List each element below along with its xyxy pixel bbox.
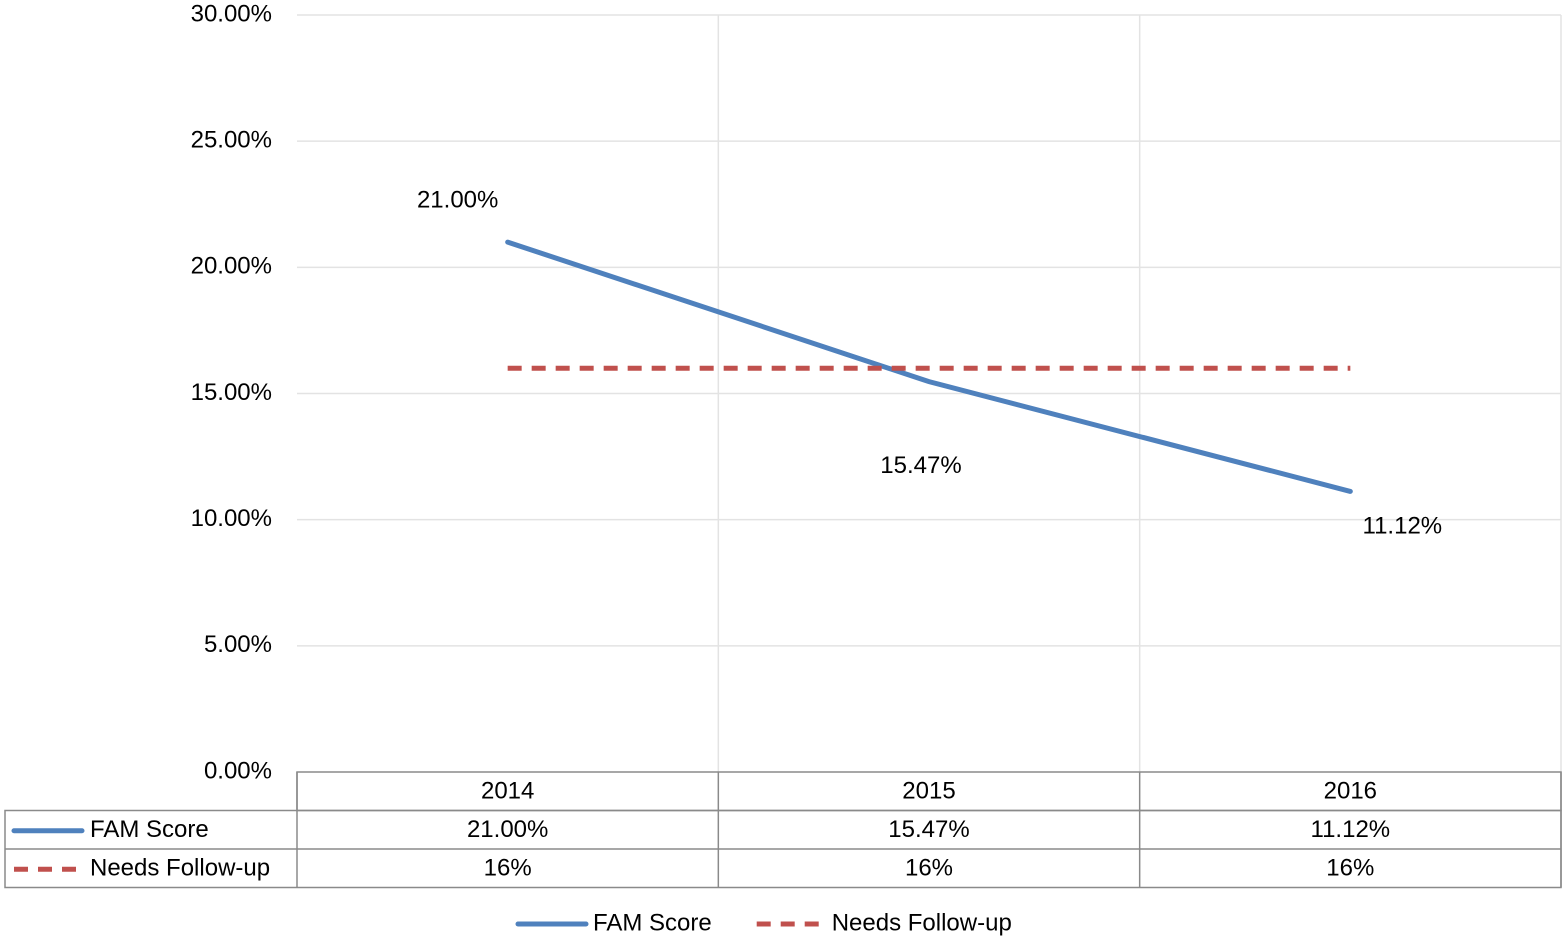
- y-tick-label: 20.00%: [191, 253, 272, 280]
- y-tick-label: 25.00%: [191, 127, 272, 154]
- series-line: [505, 239, 1353, 494]
- legend-label: FAM Score: [593, 909, 712, 936]
- x-tick-label: 2014: [481, 778, 534, 805]
- table-cell: 11.12%: [1311, 816, 1391, 843]
- table-cell: 16%: [484, 855, 532, 882]
- table-cell: 16%: [1326, 855, 1374, 882]
- table-series-name: Needs Follow-up: [90, 855, 270, 882]
- x-tick-label: 2015: [902, 778, 955, 805]
- table-cell: 15.47%: [888, 816, 969, 843]
- table-series-name: FAM Score: [90, 816, 209, 843]
- data-label: 21.00%: [417, 186, 498, 213]
- legend-label: Needs Follow-up: [832, 909, 1012, 936]
- y-tick-label: 5.00%: [204, 631, 272, 658]
- x-tick-label: 2016: [1324, 778, 1377, 805]
- y-tick-label: 30.00%: [191, 0, 272, 27]
- y-tick-label: 15.00%: [191, 379, 272, 406]
- data-label: 15.47%: [880, 452, 961, 479]
- y-tick-label: 10.00%: [191, 505, 272, 532]
- y-tick-label: 0.00%: [204, 757, 272, 784]
- table-cell: 16%: [905, 855, 953, 882]
- table-cell: 21.00%: [467, 816, 548, 843]
- data-label: 11.12%: [1363, 513, 1443, 540]
